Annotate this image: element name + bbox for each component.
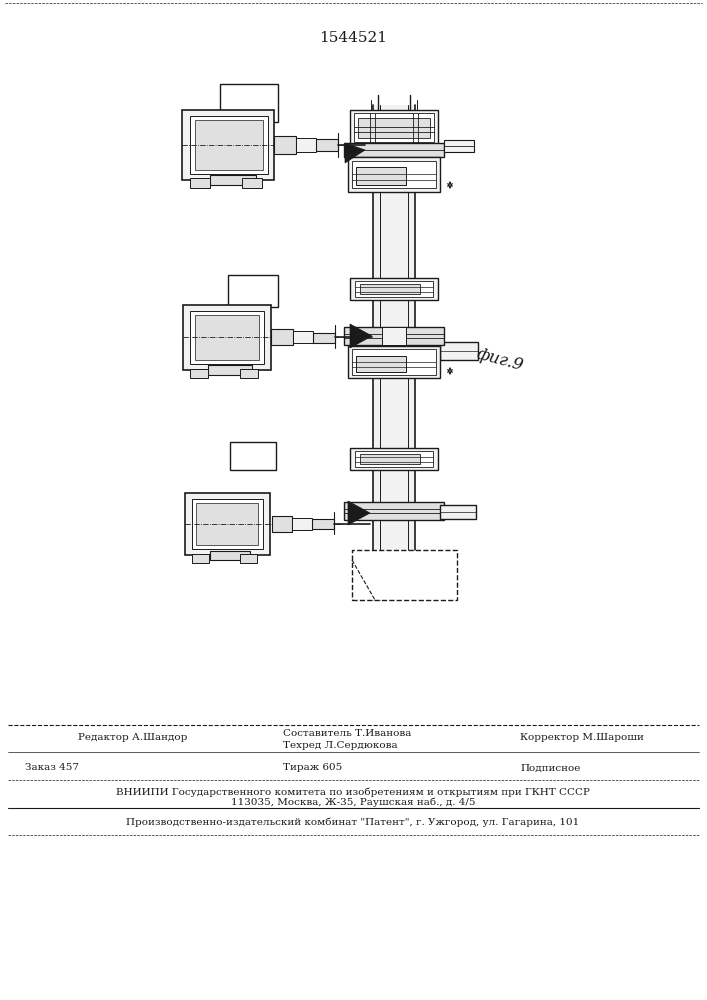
Bar xyxy=(356,356,406,372)
Bar xyxy=(373,105,415,600)
Circle shape xyxy=(391,333,397,339)
Bar xyxy=(196,503,258,545)
Bar xyxy=(354,113,434,142)
Bar xyxy=(382,327,406,345)
Bar xyxy=(220,84,278,122)
Bar xyxy=(440,505,476,519)
Bar xyxy=(182,110,274,180)
Bar xyxy=(195,315,259,360)
Bar xyxy=(210,175,256,185)
Bar xyxy=(271,329,293,345)
Bar xyxy=(185,493,270,555)
Bar xyxy=(210,551,250,560)
Bar xyxy=(296,138,316,152)
Text: фиг.9: фиг.9 xyxy=(474,346,525,374)
Bar xyxy=(192,499,263,549)
Bar xyxy=(190,311,264,364)
Text: 113035, Москва, Ж-35, Раушская наб., д. 4/5: 113035, Москва, Ж-35, Раушская наб., д. … xyxy=(230,797,475,807)
Bar xyxy=(355,451,433,467)
Bar xyxy=(352,161,436,188)
Bar xyxy=(350,448,438,470)
Bar xyxy=(344,327,444,345)
Bar xyxy=(344,502,444,520)
Polygon shape xyxy=(350,324,372,348)
Bar xyxy=(208,365,252,375)
Text: Составитель Т.Иванова: Составитель Т.Иванова xyxy=(283,730,411,738)
Text: Производственно-издательский комбинат "Патент", г. Ужгород, ул. Гагарина, 101: Производственно-издательский комбинат "П… xyxy=(127,817,580,827)
Bar xyxy=(348,157,440,192)
Text: Подписное: Подписное xyxy=(520,764,580,772)
Bar xyxy=(440,342,478,360)
Bar xyxy=(240,554,257,563)
Bar xyxy=(352,349,436,375)
Bar xyxy=(190,369,208,378)
Polygon shape xyxy=(345,150,365,163)
Bar xyxy=(348,346,440,378)
Circle shape xyxy=(391,508,397,514)
Bar xyxy=(192,554,209,563)
Bar xyxy=(183,305,271,370)
Bar xyxy=(344,143,444,157)
Bar xyxy=(360,284,420,294)
Bar xyxy=(190,116,268,174)
Bar xyxy=(350,278,438,300)
Bar xyxy=(312,519,334,529)
Polygon shape xyxy=(345,143,365,157)
Bar xyxy=(292,518,312,530)
Bar xyxy=(242,178,262,188)
Bar xyxy=(190,178,210,188)
Text: Корректор М.Шароши: Корректор М.Шароши xyxy=(520,734,644,742)
Text: Техред Л.Сердюкова: Техред Л.Сердюкова xyxy=(283,740,397,750)
Bar xyxy=(274,136,296,154)
Bar xyxy=(195,120,263,170)
Bar xyxy=(356,167,406,185)
Bar xyxy=(240,369,258,378)
Bar xyxy=(272,516,292,532)
Bar xyxy=(360,454,420,464)
Bar xyxy=(230,442,276,470)
Bar xyxy=(228,275,278,307)
Polygon shape xyxy=(348,501,370,525)
Bar xyxy=(352,550,457,600)
Text: ВНИИПИ Государственного комитета по изобретениям и открытиям при ГКНТ СССР: ВНИИПИ Государственного комитета по изоб… xyxy=(116,787,590,797)
Text: Тираж 605: Тираж 605 xyxy=(283,764,342,772)
Bar xyxy=(350,110,438,145)
Bar xyxy=(355,281,433,297)
Bar xyxy=(444,140,474,152)
Text: 1544521: 1544521 xyxy=(319,31,387,45)
Bar xyxy=(358,118,430,138)
Text: Заказ 457: Заказ 457 xyxy=(25,764,79,772)
Bar xyxy=(293,331,313,343)
Bar xyxy=(313,333,335,343)
Bar xyxy=(316,139,338,151)
Text: Редактор А.Шандор: Редактор А.Шандор xyxy=(78,734,187,742)
